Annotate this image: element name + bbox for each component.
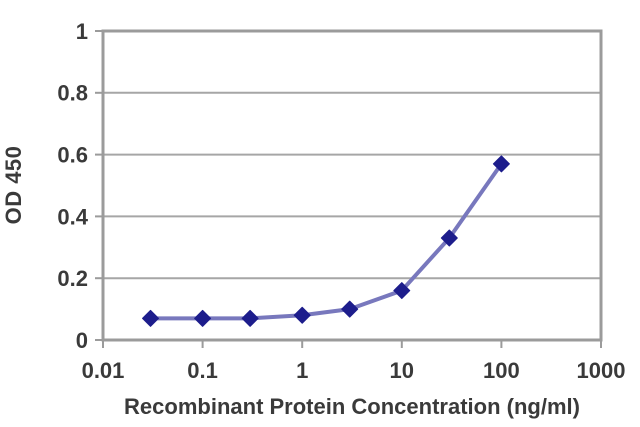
data-point-marker bbox=[341, 300, 359, 318]
data-point-marker bbox=[241, 309, 259, 327]
plot-area bbox=[103, 31, 601, 340]
x-tick-label: 10 bbox=[390, 358, 414, 383]
y-tick-label: 0.6 bbox=[57, 143, 88, 168]
x-tick-label: 100 bbox=[483, 358, 520, 383]
y-axis-title: OD 450 bbox=[1, 145, 26, 225]
x-tick-label: 0.01 bbox=[82, 358, 125, 383]
x-tick-label: 1000 bbox=[577, 358, 626, 383]
y-tick-label: 0.2 bbox=[57, 266, 88, 291]
y-tick-label: 0 bbox=[76, 328, 88, 353]
plot-border bbox=[101, 29, 603, 342]
data-point-marker bbox=[293, 306, 311, 324]
x-axis-title: Recombinant Protein Concentration (ng/ml… bbox=[124, 394, 580, 419]
data-point-marker bbox=[393, 282, 411, 300]
data-point-marker bbox=[142, 309, 160, 327]
data-point-marker bbox=[492, 155, 510, 173]
x-tick-label: 1 bbox=[296, 358, 308, 383]
data-point-marker bbox=[194, 309, 212, 327]
data-point-marker bbox=[440, 229, 458, 247]
y-tick-label: 0.8 bbox=[57, 81, 88, 106]
y-tick-label: 0.4 bbox=[57, 204, 88, 229]
x-tick-label: 0.1 bbox=[187, 358, 218, 383]
y-tick-label: 1 bbox=[76, 19, 88, 44]
